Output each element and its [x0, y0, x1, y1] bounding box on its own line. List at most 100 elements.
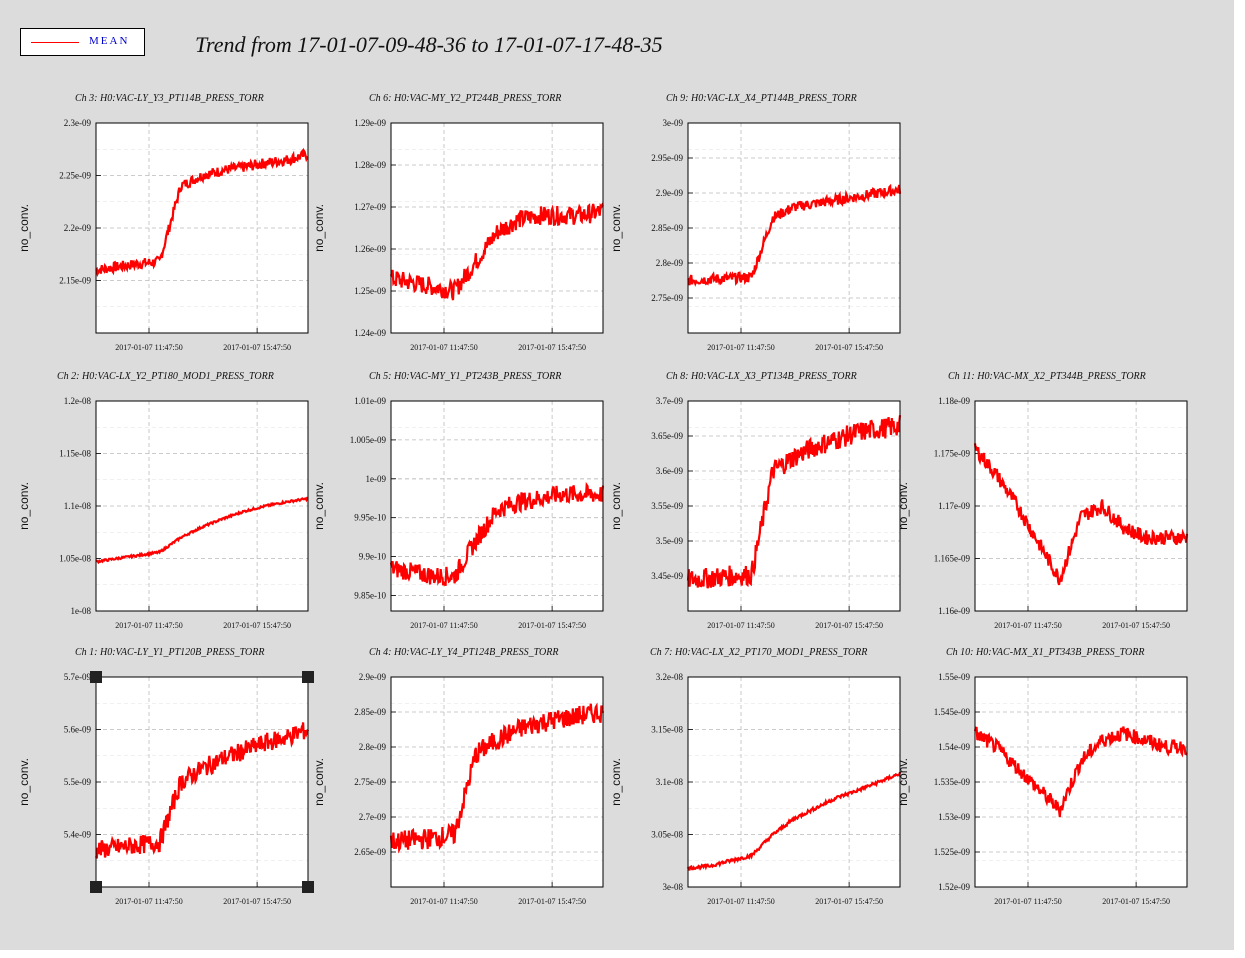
chart-panel: Ch 3: H0:VAC-LY_Y3_PT114B_PRESS_TORR 2.3e… — [17, 93, 309, 352]
y-axis-label: no_conv. — [17, 758, 31, 806]
y-tick-label: 2.85e-09 — [354, 707, 386, 717]
series-line — [389, 481, 605, 587]
plot-frame — [390, 122, 604, 334]
series-line — [95, 496, 309, 565]
plot-frame — [95, 676, 309, 888]
y-tick-label: 1.525e-09 — [934, 847, 971, 857]
y-tick-label: 1.53e-09 — [938, 812, 970, 822]
y-tick-label: 3.5e-09 — [656, 536, 684, 546]
series-line — [389, 202, 604, 301]
y-tick-label: 1.535e-09 — [934, 777, 971, 787]
y-axis-label: no_conv. — [896, 758, 910, 806]
plot-frame — [390, 400, 604, 612]
y-tick-label: 1.005e-09 — [350, 435, 387, 445]
chart-title: Ch 6: H0:VAC-MY_Y2_PT244B_PRESS_TORR — [369, 93, 561, 104]
y-axis-label: no_conv. — [609, 758, 623, 806]
y-tick-label: 2.8e-09 — [359, 742, 387, 752]
chart-panel: Ch 4: H0:VAC-LY_Y4_PT124B_PRESS_TORR 2.9e… — [312, 647, 605, 906]
y-tick-label: 5.7e-09 — [64, 672, 92, 682]
y-tick-label: 2.2e-09 — [64, 223, 92, 233]
plot-frame — [687, 400, 901, 612]
plot-frame — [687, 676, 901, 888]
chart-panel: Ch 2: H0:VAC-LX_Y2_PT180_MOD1_PRESS_TORR… — [17, 371, 309, 630]
y-tick-label: 2.75e-09 — [651, 293, 683, 303]
y-tick-label: 2.85e-09 — [651, 223, 683, 233]
y-tick-label: 1.01e-09 — [354, 396, 386, 406]
plot-frame — [974, 676, 1188, 888]
y-axis-label: no_conv. — [896, 482, 910, 530]
x-tick-label: 2017-01-07 15:47:50 — [223, 621, 291, 630]
y-tick-label: 1.2e-08 — [64, 396, 92, 406]
y-tick-label: 3.7e-09 — [656, 396, 684, 406]
selection-handle — [90, 671, 102, 683]
selection-handle — [90, 881, 102, 893]
plot-frame — [95, 122, 309, 334]
chart-panel: Ch 1: H0:VAC-LY_Y1_PT120B_PRESS_TORR 5.7e… — [17, 647, 314, 906]
y-tick-label: 9.9e-10 — [359, 552, 387, 562]
plot-frame — [974, 400, 1188, 612]
series-line — [686, 771, 902, 871]
x-tick-label: 2017-01-07 15:47:50 — [518, 897, 586, 906]
y-tick-label: 1e-09 — [366, 474, 387, 484]
y-tick-label: 1.25e-09 — [354, 286, 386, 296]
chart-title: Ch 7: H0:VAC-LX_X2_PT170_MOD1_PRESS_TORR — [650, 647, 867, 658]
y-tick-label: 1.54e-09 — [938, 742, 970, 752]
chart-panel: Ch 10: H0:VAC-MX_X1_PT343B_PRESS_TORR 1.5… — [896, 647, 1188, 906]
y-tick-label: 3.1e-08 — [656, 777, 684, 787]
y-tick-label: 5.5e-09 — [64, 777, 92, 787]
legend: MEAN — [20, 28, 145, 56]
y-tick-label: 3.05e-08 — [651, 830, 683, 840]
y-axis-label: no_conv. — [609, 204, 623, 252]
y-tick-label: 1.545e-09 — [934, 707, 971, 717]
chart-title: Ch 8: H0:VAC-LX_X3_PT134B_PRESS_TORR — [666, 371, 857, 382]
selection-handle — [302, 881, 314, 893]
chart-panel: Ch 8: H0:VAC-LX_X3_PT134B_PRESS_TORR 3.7e… — [609, 371, 902, 630]
x-tick-label: 2017-01-07 11:47:50 — [115, 621, 182, 630]
x-tick-label: 2017-01-07 11:47:50 — [994, 897, 1061, 906]
chart-panel: Ch 7: H0:VAC-LX_X2_PT170_MOD1_PRESS_TORR… — [609, 647, 902, 906]
selection-handle — [302, 671, 314, 683]
bottom-margin — [0, 950, 1245, 958]
x-tick-label: 2017-01-07 11:47:50 — [115, 897, 182, 906]
y-tick-label: 2.15e-09 — [59, 276, 91, 286]
y-tick-label: 2.7e-09 — [359, 812, 387, 822]
chart-title: Ch 1: H0:VAC-LY_Y1_PT120B_PRESS_TORR — [75, 647, 264, 658]
y-axis-label: no_conv. — [312, 758, 326, 806]
x-tick-label: 2017-01-07 15:47:50 — [518, 621, 586, 630]
plot-area — [391, 401, 603, 611]
y-tick-label: 1.24e-09 — [354, 328, 386, 338]
chart-title: Ch 10: H0:VAC-MX_X1_PT343B_PRESS_TORR — [946, 647, 1145, 658]
y-tick-label: 1.55e-09 — [938, 672, 970, 682]
x-tick-label: 2017-01-07 15:47:50 — [518, 343, 586, 352]
x-tick-label: 2017-01-07 11:47:50 — [707, 621, 774, 630]
y-tick-label: 2.75e-09 — [354, 777, 386, 787]
y-tick-label: 3.15e-08 — [651, 725, 683, 735]
y-tick-label: 1.05e-08 — [59, 554, 91, 564]
x-tick-label: 2017-01-07 11:47:50 — [994, 621, 1061, 630]
y-tick-label: 1.1e-08 — [64, 501, 92, 511]
series-line — [973, 726, 1188, 818]
y-tick-label: 2.9e-09 — [656, 188, 684, 198]
y-axis-label: no_conv. — [312, 482, 326, 530]
y-tick-label: 1.27e-09 — [354, 202, 386, 212]
y-tick-label: 3.45e-09 — [651, 571, 683, 581]
y-tick-label: 5.4e-09 — [64, 830, 92, 840]
x-tick-label: 2017-01-07 15:47:50 — [815, 343, 883, 352]
y-tick-label: 1.15e-08 — [59, 449, 91, 459]
chart-panel: Ch 6: H0:VAC-MY_Y2_PT244B_PRESS_TORR 1.29… — [312, 93, 604, 352]
chart-title: Ch 5: H0:VAC-MY_Y1_PT243B_PRESS_TORR — [369, 371, 561, 382]
x-tick-label: 2017-01-07 11:47:50 — [410, 621, 477, 630]
series-line — [95, 147, 309, 278]
y-axis-label: no_conv. — [312, 204, 326, 252]
y-tick-label: 1.17e-09 — [938, 501, 970, 511]
y-tick-label: 1.29e-09 — [354, 118, 386, 128]
y-tick-label: 1.52e-09 — [938, 882, 970, 892]
chart-title: Ch 11: H0:VAC-MX_X2_PT344B_PRESS_TORR — [948, 371, 1146, 382]
y-tick-label: 3e-09 — [663, 118, 684, 128]
y-tick-label: 2.25e-09 — [59, 171, 91, 181]
chart-panel: Ch 5: H0:VAC-MY_Y1_PT243B_PRESS_TORR 1.01… — [312, 371, 605, 630]
series-line — [687, 183, 902, 287]
y-tick-label: 2.65e-09 — [354, 847, 386, 857]
x-tick-label: 2017-01-07 15:47:50 — [1102, 621, 1170, 630]
